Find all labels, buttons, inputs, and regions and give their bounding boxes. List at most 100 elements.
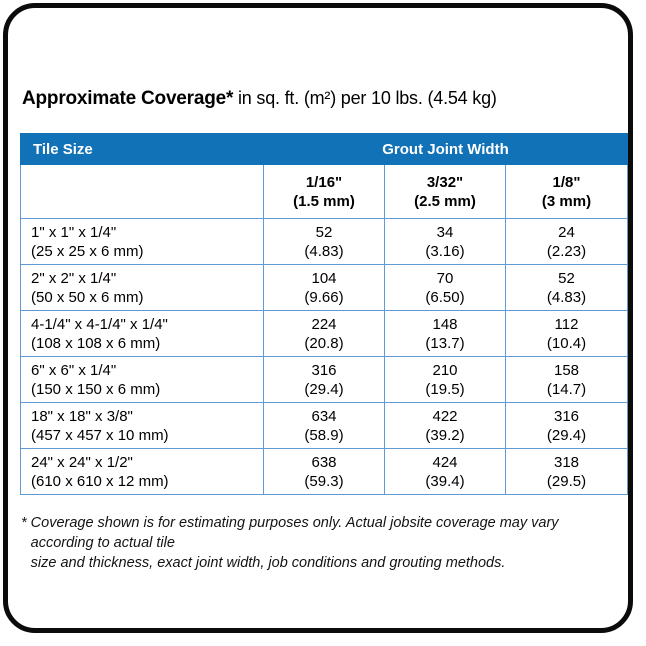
coverage-cell: 210 (19.5) [384, 356, 506, 403]
tile-size-inches: 2" x 2" x 1/4" [31, 269, 117, 287]
coverage-sqft: 70 [436, 269, 454, 287]
coverage-sqm: (3.16) [425, 242, 465, 260]
tile-size-mm: (150 x 150 x 6 mm) [31, 380, 161, 398]
column-header-size: 1/16" [305, 173, 343, 191]
coverage-cell: 24 (2.23) [504, 218, 629, 265]
coverage-cell: 70 (6.50) [384, 264, 506, 311]
tile-size-mm: (50 x 50 x 6 mm) [31, 288, 144, 306]
page-title-rest: in sq. ft. (m²) per 10 lbs. (4.54 kg) [233, 88, 497, 108]
coverage-cell: 316 (29.4) [504, 402, 629, 449]
coverage-cell: 104 (9.66) [263, 264, 385, 311]
coverage-sqft: 112 [554, 315, 579, 333]
table-row: 4-1/4" x 4-1/4" x 1/4" (108 x 108 x 6 mm… [20, 310, 629, 357]
coverage-sqm: (29.4) [304, 380, 344, 398]
tile-size-mm: (108 x 108 x 6 mm) [31, 334, 161, 352]
table-row: 6" x 6" x 1/4" (150 x 150 x 6 mm) 316 (2… [20, 356, 629, 403]
coverage-sqft: 148 [432, 315, 458, 333]
tile-size-cell: 18" x 18" x 3/8" (457 x 457 x 10 mm) [20, 402, 264, 449]
coverage-sqm: (6.50) [425, 288, 465, 306]
coverage-cell: 52 (4.83) [504, 264, 629, 311]
coverage-sqm: (19.5) [425, 380, 465, 398]
header-cell-grout-joint-width: Grout Joint Width [262, 133, 629, 165]
table-header-row: Tile Size Grout Joint Width [20, 133, 629, 165]
coverage-sqft: 638 [311, 453, 337, 471]
coverage-sqm: (39.4) [425, 472, 465, 490]
table-row: 18" x 18" x 3/8" (457 x 457 x 10 mm) 634… [20, 402, 629, 449]
coverage-cell: 318 (29.5) [504, 448, 629, 495]
coverage-sqft: 158 [553, 361, 580, 379]
coverage-sqm: (2.23) [546, 242, 587, 260]
coverage-sqm: (59.3) [304, 472, 344, 490]
tile-size-inches: 1" x 1" x 1/4" [31, 223, 117, 241]
footnote-marker: * [21, 515, 27, 531]
coverage-sqm: (39.2) [425, 426, 465, 444]
tile-size-inches: 24" x 24" x 1/2" [31, 453, 133, 471]
table-row: 1" x 1" x 1/4" (25 x 25 x 6 mm) 52 (4.83… [20, 218, 629, 265]
coverage-cell: 34 (3.16) [384, 218, 506, 265]
coverage-sqm: (10.4) [546, 334, 587, 352]
coverage-sqm: (20.8) [304, 334, 344, 352]
column-header-1-8: 1/8" (3 mm) [504, 164, 629, 219]
coverage-cell: 422 (39.2) [384, 402, 506, 449]
coverage-cell: 148 (13.7) [384, 310, 506, 357]
coverage-sqm: (29.5) [546, 472, 587, 490]
column-header-metric: (2.5 mm) [414, 192, 476, 210]
coverage-cell: 224 (20.8) [263, 310, 385, 357]
coverage-sqm: (58.9) [304, 426, 344, 444]
coverage-sqft: 422 [432, 407, 458, 425]
subheader-cell-empty [20, 164, 264, 219]
tile-size-inches: 18" x 18" x 3/8" [31, 407, 133, 425]
coverage-sqft: 634 [311, 407, 337, 425]
footnote-text: Coverage shown is for estimating purpose… [31, 513, 625, 573]
coverage-sqm: (13.7) [425, 334, 465, 352]
tile-size-cell: 24" x 24" x 1/2" (610 x 610 x 12 mm) [20, 448, 264, 495]
coverage-sqft: 52 [315, 223, 333, 241]
column-header-1-16: 1/16" (1.5 mm) [263, 164, 385, 219]
tile-size-inches: 6" x 6" x 1/4" [31, 361, 117, 379]
tile-size-cell: 2" x 2" x 1/4" (50 x 50 x 6 mm) [20, 264, 264, 311]
tile-size-mm: (457 x 457 x 10 mm) [31, 426, 169, 444]
footnote-line-1: Coverage shown is for estimating purpose… [30, 515, 559, 551]
footnote-line-2: size and thickness, exact joint width, j… [30, 555, 506, 571]
header-cell-tile-size: Tile Size [20, 133, 264, 165]
column-header-metric: (3 mm) [541, 192, 592, 210]
coverage-sqm: (29.4) [546, 426, 587, 444]
tile-size-mm: (25 x 25 x 6 mm) [31, 242, 144, 260]
coverage-sqm: (4.83) [546, 288, 587, 306]
table-row: 24" x 24" x 1/2" (610 x 610 x 12 mm) 638… [20, 448, 629, 495]
coverage-sqft: 104 [311, 269, 337, 287]
coverage-sqft: 210 [432, 361, 458, 379]
table-subheader-row: 1/16" (1.5 mm) 3/32" (2.5 mm) 1/8" (3 mm… [20, 164, 629, 219]
table-row: 2" x 2" x 1/4" (50 x 50 x 6 mm) 104 (9.6… [20, 264, 629, 311]
coverage-sqft: 424 [432, 453, 458, 471]
coverage-sqft: 34 [436, 223, 454, 241]
coverage-sqft: 318 [553, 453, 580, 471]
column-header-size: 3/32" [426, 173, 464, 191]
coverage-cell: 634 (58.9) [263, 402, 385, 449]
coverage-sqft: 316 [553, 407, 580, 425]
column-header-metric: (1.5 mm) [293, 192, 355, 210]
coverage-cell: 424 (39.4) [384, 448, 506, 495]
coverage-cell: 638 (59.3) [263, 448, 385, 495]
coverage-cell: 112 (10.4) [504, 310, 629, 357]
column-header-size: 1/8" [552, 173, 581, 191]
tile-size-mm: (610 x 610 x 12 mm) [31, 472, 169, 490]
footnote: * Coverage shown is for estimating purpo… [21, 513, 625, 573]
coverage-sqft: 52 [558, 269, 575, 287]
tile-size-inches: 4-1/4" x 4-1/4" x 1/4" [31, 315, 168, 333]
coverage-sqft: 316 [311, 361, 337, 379]
page-title-bold: Approximate Coverage* [22, 88, 234, 109]
coverage-cell: 316 (29.4) [263, 356, 385, 403]
coverage-sqft: 224 [311, 315, 337, 333]
coverage-cell: 158 (14.7) [504, 356, 629, 403]
coverage-sqm: (9.66) [304, 288, 344, 306]
column-header-3-32: 3/32" (2.5 mm) [384, 164, 506, 219]
tile-size-cell: 6" x 6" x 1/4" (150 x 150 x 6 mm) [20, 356, 264, 403]
coverage-sqm: (14.7) [546, 380, 587, 398]
coverage-sqft: 24 [558, 223, 575, 241]
tile-size-cell: 4-1/4" x 4-1/4" x 1/4" (108 x 108 x 6 mm… [20, 310, 264, 357]
coverage-table: Tile Size Grout Joint Width 1/16" (1.5 m… [20, 133, 629, 495]
coverage-sqm: (4.83) [304, 242, 344, 260]
coverage-cell: 52 (4.83) [263, 218, 385, 265]
tile-size-cell: 1" x 1" x 1/4" (25 x 25 x 6 mm) [20, 218, 264, 265]
